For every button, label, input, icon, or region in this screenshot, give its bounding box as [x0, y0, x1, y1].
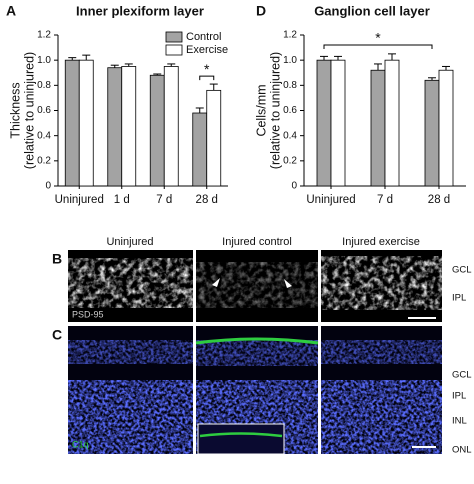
layer-label: INL	[452, 416, 467, 427]
y-tick-label: 0.6	[283, 105, 297, 116]
layer-label: GCL	[452, 370, 472, 381]
bar	[316, 59, 332, 187]
micrograph-texture	[321, 380, 442, 454]
layer-label: IPL	[452, 293, 466, 304]
chart-title: Ganglion cell layer	[314, 3, 430, 18]
micrograph-texture	[68, 258, 193, 308]
y-tick-label: 0.4	[283, 130, 297, 141]
legend-swatch	[165, 44, 183, 56]
bar	[384, 59, 400, 187]
significance-bracket	[323, 44, 433, 49]
y-axis-label: (relative to uninjured)	[22, 52, 36, 169]
micrograph-texture	[68, 340, 193, 364]
x-tick-label: Uninjured	[306, 194, 355, 206]
significance-star: *	[375, 30, 381, 46]
layer-label: IPL	[452, 391, 466, 402]
legend-label: Control	[186, 31, 221, 43]
y-tick-label: 0.8	[37, 80, 51, 91]
image-panels: Uninjured Injured control Injured exerci…	[52, 236, 472, 456]
bar	[78, 59, 94, 187]
layer-label: ONL	[452, 445, 472, 456]
bar	[107, 67, 123, 187]
y-tick-label: 0.4	[37, 130, 51, 141]
bar	[438, 69, 454, 187]
y-axis-label: Thickness	[8, 82, 22, 138]
y-tick-label: 0.2	[283, 155, 297, 166]
micrograph-texture	[196, 340, 318, 366]
staining	[199, 432, 283, 438]
layer-label: GCL	[452, 265, 472, 276]
column-label: Injured exercise	[342, 236, 420, 248]
panel-label: C	[52, 327, 62, 343]
bar	[206, 89, 222, 187]
legend-label: Exercise	[186, 44, 228, 56]
significance-star: *	[204, 61, 210, 77]
bar	[330, 59, 346, 187]
panel-label: B	[52, 251, 62, 267]
micrograph-texture	[68, 380, 193, 454]
micrograph-texture	[321, 256, 442, 310]
bar	[424, 79, 440, 187]
y-tick-label: 0.2	[37, 155, 51, 166]
bar	[64, 59, 80, 187]
stain-label: PSD-95	[72, 309, 104, 319]
y-tick-label: 1.2	[37, 30, 51, 41]
bar	[121, 66, 137, 187]
x-tick-label: 7 d	[377, 194, 393, 206]
x-tick-label: 1 d	[114, 194, 130, 206]
staining	[195, 337, 319, 345]
y-tick-label: 0	[45, 181, 51, 192]
y-tick-label: 0	[291, 181, 297, 192]
y-tick-label: 0.8	[283, 80, 297, 91]
legend-swatch	[165, 31, 183, 43]
x-tick-label: Uninjured	[55, 194, 104, 206]
arrowhead	[212, 278, 292, 288]
x-tick-label: 28 d	[428, 194, 450, 206]
x-tick-label: 7 d	[156, 194, 172, 206]
y-tick-label: 1.0	[37, 55, 51, 66]
bar	[370, 69, 386, 187]
panel-label: A	[6, 3, 16, 19]
y-tick-label: 1.2	[283, 30, 297, 41]
inset	[197, 423, 285, 455]
x-tick-label: 28 d	[196, 194, 218, 206]
column-label: Uninjured	[106, 236, 153, 248]
y-axis-label: Cells/mm	[254, 84, 268, 136]
stain-label: C1q	[72, 439, 89, 449]
y-axis-label: (relative to uninjured)	[268, 52, 282, 169]
bar	[149, 74, 165, 187]
bar	[192, 112, 208, 187]
column-label: Injured control	[222, 236, 292, 248]
bar	[163, 66, 179, 187]
y-tick-label: 1.0	[283, 55, 297, 66]
y-tick-label: 0.6	[37, 105, 51, 116]
significance-bracket	[199, 75, 215, 81]
panel-label: D	[256, 3, 266, 19]
micrograph-texture	[321, 340, 442, 364]
chart-title: Inner plexiform layer	[76, 3, 204, 18]
